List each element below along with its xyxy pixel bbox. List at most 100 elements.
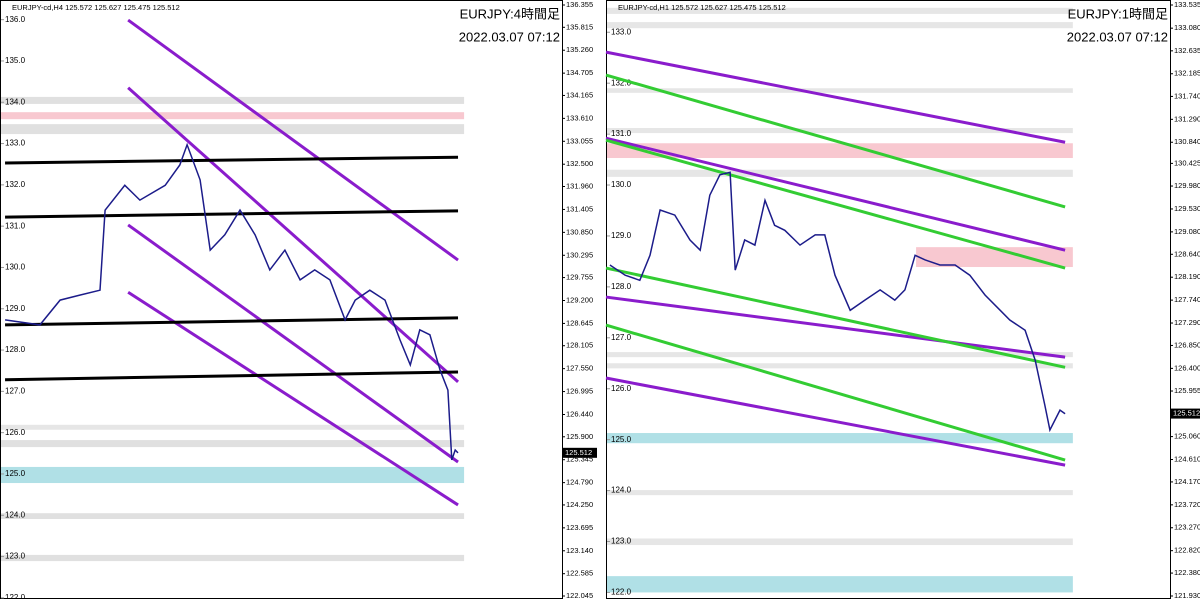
level-label: 123.0 <box>611 537 632 546</box>
y-tick-label: 128.640 <box>1174 249 1200 258</box>
y-tick-label: 128.105 <box>566 341 593 350</box>
y-tick-label: 124.170 <box>1174 477 1200 486</box>
level-label: 122.0 <box>5 593 26 599</box>
y-tick-label: 132.500 <box>566 159 593 168</box>
zone <box>607 538 1073 546</box>
y-tick-label: 131.405 <box>566 204 593 213</box>
zone <box>607 363 1073 369</box>
zone <box>1 513 465 519</box>
y-tick-label: 127.740 <box>1174 295 1200 304</box>
y-tick-label: 129.530 <box>1174 204 1200 213</box>
level-label: 130.0 <box>5 263 26 272</box>
y-tick-label: 125.900 <box>566 432 593 441</box>
level-label: 123.0 <box>5 552 26 561</box>
level-label: 122.0 <box>611 588 632 597</box>
trend-line <box>605 50 1066 144</box>
y-tick-label: 126.440 <box>566 409 593 418</box>
y-tick-label: 127.290 <box>1174 318 1200 327</box>
y-tick-label: 121.930 <box>1174 591 1200 599</box>
y-tick-label: 132.185 <box>1174 69 1200 78</box>
level-label: 125.0 <box>611 435 632 444</box>
zone <box>607 169 1073 177</box>
last-price: 125.512 <box>565 448 592 457</box>
y-tick-label: 135.260 <box>566 45 593 54</box>
chart-panel: 136.0 135.0 134.0 133.0 132.0 131.0 130.0 129.0… <box>0 0 597 599</box>
y-tick-label: 129.080 <box>1174 227 1200 236</box>
trend-line <box>127 290 459 507</box>
level-label: 133.0 <box>5 139 26 148</box>
trend-line <box>605 73 1066 209</box>
y-tick-label: 126.850 <box>1174 340 1200 349</box>
last-price: 125.512 <box>1173 409 1200 418</box>
plot-frame <box>606 0 1171 599</box>
trend-line <box>605 323 1066 462</box>
trend-line <box>605 136 1066 252</box>
y-tick-label: 130.840 <box>1174 137 1200 146</box>
chart-header: EURJPY-cd,H1 125.572 125.627 125.475 125… <box>618 3 786 12</box>
y-tick-label: 125.955 <box>1174 386 1200 395</box>
trend-line <box>605 295 1066 359</box>
timeframe-label: EURJPY:1時間足 <box>1068 6 1168 21</box>
y-tick-label: 133.535 <box>1174 0 1200 9</box>
y-tick-label: 133.055 <box>566 136 593 145</box>
y-tick-label: 122.820 <box>1174 546 1200 555</box>
zone <box>607 22 1073 29</box>
level-label: 130.0 <box>611 180 632 189</box>
y-tick-label: 135.815 <box>566 22 593 31</box>
y-tick-label: 122.585 <box>566 569 593 578</box>
y-tick-label: 124.250 <box>566 500 593 509</box>
y-tick-label: 130.295 <box>566 250 593 259</box>
price-line <box>4 142 459 461</box>
zone <box>1 124 465 135</box>
y-tick-label: 131.960 <box>566 181 593 190</box>
trend-line <box>127 86 460 383</box>
y-tick-label: 133.080 <box>1174 23 1200 32</box>
zone <box>1 554 465 562</box>
timestamp: 2022.03.07 07:12 <box>1067 29 1168 44</box>
y-tick-label: 130.850 <box>566 227 593 236</box>
level-label: 128.0 <box>5 345 26 354</box>
price-line <box>609 171 1066 433</box>
y-tick-label: 126.400 <box>1174 363 1200 372</box>
y-tick-label: 129.980 <box>1174 181 1200 190</box>
chart-panel: 133.0 132.0 131.0 130.0 129.0 128.0 127.0 126.0… <box>605 0 1200 599</box>
last-price-box <box>563 447 597 458</box>
level-label: 136.0 <box>5 15 26 24</box>
level-label: 125.0 <box>5 469 26 478</box>
y-tick-label: 129.200 <box>566 295 593 304</box>
level-label: 129.0 <box>611 231 632 240</box>
level-label: 132.0 <box>611 78 632 87</box>
trend-line <box>5 155 459 165</box>
level-label: 134.0 <box>5 97 26 106</box>
zone <box>916 247 1073 268</box>
level-label: 131.0 <box>611 129 632 138</box>
y-tick-label: 123.720 <box>1174 500 1200 509</box>
trend-line <box>127 223 459 464</box>
zone <box>1 112 465 120</box>
level-label: 132.0 <box>5 180 26 189</box>
trend-line <box>5 209 459 219</box>
zone <box>607 88 1073 93</box>
level-label: 124.0 <box>611 486 632 495</box>
y-tick-label: 124.790 <box>566 478 593 487</box>
timeframe-label: EURJPY:4時間足 <box>460 6 560 21</box>
y-tick-label: 130.425 <box>1174 158 1200 167</box>
trend-line <box>605 138 1066 270</box>
y-tick-label: 131.290 <box>1174 114 1200 123</box>
zone <box>607 143 1073 159</box>
y-tick-label: 134.705 <box>566 68 593 77</box>
trend-line <box>5 316 459 327</box>
level-label: 126.0 <box>5 428 26 437</box>
zone <box>1 96 465 104</box>
level-label: 129.0 <box>5 304 26 313</box>
trend-line <box>605 266 1066 369</box>
y-tick-label: 128.645 <box>566 318 593 327</box>
level-label: 131.0 <box>5 221 26 230</box>
zone <box>607 576 1073 593</box>
y-tick-label: 136.355 <box>566 0 593 9</box>
zone <box>607 490 1073 496</box>
y-tick-label: 122.045 <box>566 591 593 599</box>
chart-header: EURJPY-cd,H4 125.572 125.627 125.475 125… <box>12 3 180 12</box>
